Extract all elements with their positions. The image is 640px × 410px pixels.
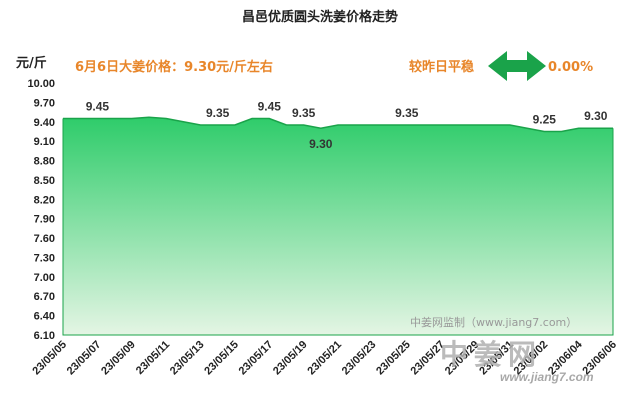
y-tick-label: 10.00 — [27, 78, 55, 90]
data-label: 9.25 — [533, 112, 557, 126]
data-label: 9.45 — [86, 100, 110, 114]
x-tick-label: 23/05/23 — [340, 339, 379, 378]
price-area — [63, 117, 613, 335]
double-arrow-icon — [488, 51, 546, 81]
site-logo: 中姜网 www.jiang7.com — [440, 338, 594, 384]
plot-area — [62, 116, 614, 336]
x-tick-label: 23/05/15 — [202, 339, 241, 378]
data-label: 9.35 — [206, 106, 230, 120]
logo-url: www.jiang7.com — [500, 370, 594, 384]
data-label: 9.30 — [584, 109, 608, 123]
y-tick-label: 8.20 — [34, 194, 55, 206]
data-label: 9.45 — [258, 100, 282, 114]
y-tick-label: 7.00 — [34, 272, 55, 284]
y-tick-label: 6.10 — [34, 330, 55, 342]
watermark-source: 中姜网监制（www.jiang7.com） — [410, 315, 577, 329]
compare-label: 较昨日平稳 — [409, 59, 474, 75]
area-border — [62, 118, 614, 336]
x-tick-label: 23/05/05 — [30, 339, 69, 378]
y-tick-label: 8.80 — [34, 156, 55, 168]
x-tick-label: 23/05/09 — [99, 339, 138, 378]
y-tick-label: 7.30 — [34, 252, 55, 264]
x-tick-label: 23/05/07 — [65, 339, 104, 378]
x-tick-label: 23/05/19 — [271, 339, 310, 378]
change-value: 0.00% — [548, 60, 593, 75]
y-axis-ticks: 10.00 9.70 9.40 9.10 8.80 8.50 8.20 7.90 7.60 7.3… — [27, 78, 55, 342]
data-label: 9.30 — [309, 137, 333, 151]
y-tick-label: 9.10 — [34, 136, 55, 148]
x-tick-label: 23/05/11 — [134, 339, 172, 377]
chart-title: 昌邑优质圆头洗姜价格走势 — [242, 9, 398, 25]
logo-text: 中姜网 — [440, 338, 542, 371]
y-axis-unit: 元/斤 — [16, 55, 47, 71]
x-tick-label: 23/05/25 — [374, 339, 413, 378]
y-tick-label: 9.40 — [34, 117, 55, 129]
y-tick-label: 8.50 — [34, 175, 55, 187]
data-label: 9.35 — [395, 106, 419, 120]
y-tick-label: 6.70 — [34, 291, 55, 303]
y-tick-label: 7.90 — [34, 214, 55, 226]
x-tick-label: 23/05/21 — [305, 339, 344, 378]
x-tick-label: 23/05/17 — [237, 339, 276, 378]
price-note: 6月6日大姜价格：9.30元/斤左右 — [75, 59, 273, 75]
data-labels: 9.45 9.35 9.45 9.35 9.30 9.35 9.25 9.30 — [86, 100, 608, 152]
price-line — [63, 116, 613, 133]
x-tick-label: 23/05/13 — [168, 339, 207, 378]
y-tick-label: 7.60 — [34, 233, 55, 245]
y-tick-label: 6.40 — [34, 311, 55, 323]
y-tick-label: 9.70 — [34, 97, 55, 109]
data-label: 9.35 — [292, 106, 316, 120]
